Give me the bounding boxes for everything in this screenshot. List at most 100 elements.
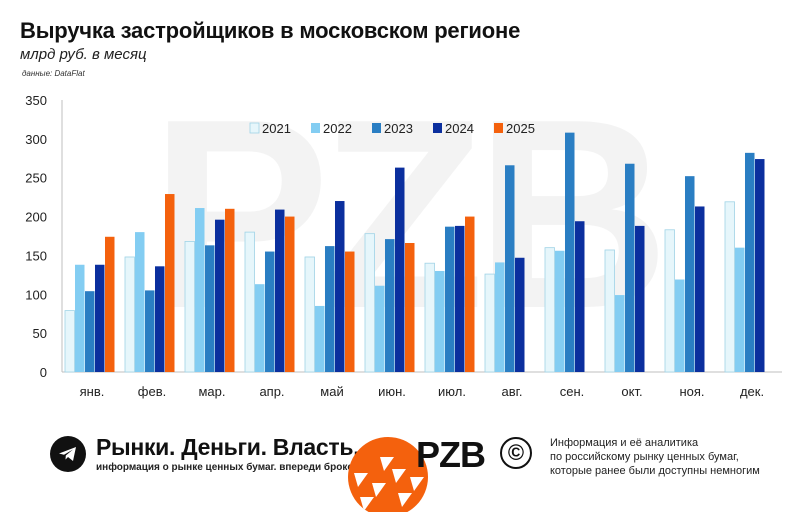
bar-2022 bbox=[255, 284, 265, 372]
chart-title: Выручка застройщиков в московском регион… bbox=[20, 18, 521, 43]
copyright-icon: © bbox=[500, 437, 532, 469]
x-tick-label: ноя. bbox=[679, 384, 704, 399]
bar-2021 bbox=[304, 256, 315, 373]
bar-2025 bbox=[225, 208, 235, 372]
x-tick-label: мар. bbox=[198, 384, 225, 399]
chart-subtitle: млрд руб. в месяц bbox=[20, 46, 147, 63]
brand-mark: PZB bbox=[416, 434, 486, 475]
bars bbox=[64, 132, 765, 373]
bar-2024 bbox=[95, 264, 105, 372]
axes: 0 50 100 150 200 250 300 350 янв. фев. мар. апр. май… bbox=[25, 93, 782, 399]
bar-2024 bbox=[335, 201, 345, 372]
x-tick-label: июл. bbox=[438, 384, 466, 399]
bar-2024 bbox=[455, 225, 465, 372]
bar-chart: 0 50 100 150 200 250 300 350 янв. фев. мар. апр. май… bbox=[25, 93, 782, 399]
bar-2023 bbox=[265, 251, 275, 372]
legend-swatch-2025 bbox=[494, 123, 503, 133]
bar-2023 bbox=[205, 245, 215, 372]
bar-2025 bbox=[465, 216, 475, 372]
bar-2021 bbox=[724, 201, 735, 373]
bar-2022 bbox=[375, 285, 385, 372]
bar-2021 bbox=[424, 262, 435, 373]
brand-name: Рынки. Деньги. Власть. bbox=[96, 434, 360, 460]
bar-2024 bbox=[635, 225, 645, 372]
legend-swatch-2024 bbox=[433, 123, 442, 133]
bar-2021 bbox=[484, 273, 495, 373]
bar-2023 bbox=[625, 163, 635, 372]
legend-label-2025: 2025 bbox=[506, 121, 535, 136]
y-tick-label: 100 bbox=[25, 287, 47, 302]
bar-2024 bbox=[155, 266, 165, 372]
x-tick-label: янв. bbox=[80, 384, 105, 399]
legend-label-2024: 2024 bbox=[445, 121, 474, 136]
bar-2021 bbox=[244, 231, 255, 373]
bar-2024 bbox=[695, 206, 705, 372]
bar-2025 bbox=[285, 216, 295, 372]
x-tick-label: окт. bbox=[621, 384, 642, 399]
legend-swatch-2023 bbox=[372, 123, 381, 133]
bar-2023 bbox=[505, 165, 515, 372]
bar-2022 bbox=[195, 208, 205, 372]
y-tick-label: 0 bbox=[40, 365, 47, 380]
bar-2025 bbox=[105, 236, 115, 372]
legend: 2021 2022 2023 2024 2025 bbox=[249, 121, 535, 136]
y-tick-label: 150 bbox=[25, 248, 47, 263]
legend-label-2023: 2023 bbox=[384, 121, 413, 136]
bar-2022 bbox=[135, 232, 145, 372]
bar-2023 bbox=[445, 226, 455, 372]
bar-2021 bbox=[364, 233, 375, 373]
x-tick-label: фев. bbox=[138, 384, 166, 399]
x-tick-label: апр. bbox=[259, 384, 284, 399]
bar-2022 bbox=[555, 250, 565, 372]
info-line: по российскому рынку ценных бумаг, bbox=[550, 451, 739, 463]
bar-2023 bbox=[685, 176, 695, 372]
y-tick-label: 250 bbox=[25, 171, 47, 186]
legend-swatch-2021 bbox=[249, 122, 260, 134]
bar-2022 bbox=[615, 295, 625, 372]
bar-2021 bbox=[184, 241, 195, 373]
info-line: Информация и её аналитика bbox=[550, 437, 699, 449]
bar-2021 bbox=[64, 310, 75, 373]
bar-2025 bbox=[165, 194, 175, 372]
bar-2024 bbox=[275, 209, 285, 372]
bar-2022 bbox=[75, 264, 85, 372]
bar-2025 bbox=[345, 251, 355, 372]
bar-2025 bbox=[405, 242, 415, 372]
bar-2022 bbox=[315, 305, 325, 372]
info-line: которые ранее были доступны немногим bbox=[550, 465, 760, 477]
bar-2024 bbox=[395, 167, 405, 372]
bar-2023 bbox=[565, 132, 575, 372]
x-tick-label: май bbox=[320, 384, 343, 399]
y-tick-label: 200 bbox=[25, 210, 47, 225]
bar-2023 bbox=[145, 290, 155, 372]
bar-2022 bbox=[435, 270, 445, 372]
legend-label-2022: 2022 bbox=[323, 121, 352, 136]
bar-2023 bbox=[745, 152, 755, 372]
bar-2021 bbox=[544, 247, 555, 373]
bar-2021 bbox=[124, 256, 135, 373]
bar-2023 bbox=[325, 246, 335, 372]
y-tick-label: 50 bbox=[33, 326, 47, 341]
bar-2022 bbox=[675, 279, 685, 372]
bar-2023 bbox=[385, 239, 395, 372]
brand-graphic-icon bbox=[348, 437, 428, 512]
telegram-icon[interactable] bbox=[50, 436, 86, 472]
bar-2024 bbox=[215, 219, 225, 372]
info-text: Информация и её аналитика по российскому… bbox=[550, 436, 790, 478]
x-tick-label: дек. bbox=[740, 384, 764, 399]
bar-2022 bbox=[495, 262, 505, 372]
data-source-label: данные: DataFlat bbox=[22, 69, 85, 78]
legend-swatch-2022 bbox=[311, 123, 320, 133]
y-tick-label: 300 bbox=[25, 132, 47, 147]
bar-2024 bbox=[755, 159, 765, 372]
bar-2024 bbox=[575, 221, 585, 372]
bar-2021 bbox=[604, 249, 615, 373]
bar-2021 bbox=[664, 229, 675, 373]
x-tick-label: июн. bbox=[378, 384, 406, 399]
bar-2022 bbox=[735, 247, 745, 372]
bar-2023 bbox=[85, 291, 95, 372]
y-tick-label: 350 bbox=[25, 93, 47, 108]
legend-label-2021: 2021 bbox=[262, 121, 291, 136]
brand-tagline: информация о рынке ценных бумаг. впереди… bbox=[96, 462, 421, 473]
bar-2024 bbox=[515, 257, 525, 372]
